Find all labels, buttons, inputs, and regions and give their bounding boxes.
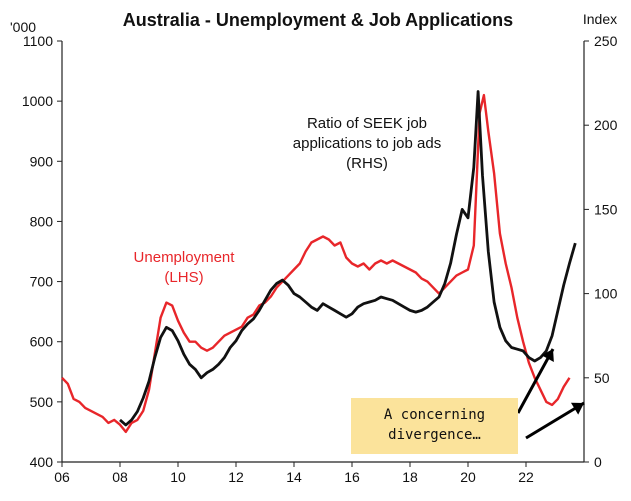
x-axis-tick-label: 22 bbox=[518, 469, 534, 485]
annotation-note: A concerning divergence… bbox=[351, 398, 518, 454]
left-axis-tick-label: 1100 bbox=[23, 33, 53, 49]
series-line-unemployment bbox=[61, 93, 571, 434]
right-axis-unit: Index bbox=[583, 11, 617, 27]
seek-ratio-label-line-3: (RHS) bbox=[346, 155, 388, 172]
left-axis-tick-label: 700 bbox=[30, 274, 54, 290]
x-axis-tick-label: 20 bbox=[460, 469, 476, 485]
left-axis-tick-label: 400 bbox=[30, 454, 54, 470]
x-axis-tick-label: 14 bbox=[286, 469, 302, 485]
x-axis-tick-label: 06 bbox=[54, 469, 70, 485]
chart-title: Australia - Unemployment & Job Applicati… bbox=[123, 10, 513, 30]
x-axis-tick-label: 08 bbox=[112, 469, 128, 485]
series-line-seek-ratio bbox=[119, 90, 577, 427]
left-axis-tick-label: 500 bbox=[30, 394, 54, 410]
axes: 400 500 600 700 800 900 1000 1100 0 50 100 150 200 25… bbox=[22, 33, 618, 485]
x-axis-tick-label: 18 bbox=[402, 469, 418, 485]
x-axis-tick-label: 12 bbox=[228, 469, 244, 485]
series-layer bbox=[61, 90, 577, 434]
annotation-line-2: divergence… bbox=[388, 427, 481, 443]
annotation-arrows bbox=[516, 348, 585, 440]
annotation-arrow-right bbox=[525, 401, 585, 440]
right-axis-tick-label: 100 bbox=[594, 286, 618, 302]
seek-ratio-label-line-1: Ratio of SEEK job bbox=[307, 115, 427, 132]
annotation-line-1: A concerning bbox=[383, 407, 486, 423]
right-axis-tick-label: 150 bbox=[594, 201, 618, 217]
right-axis-tick-label: 250 bbox=[594, 33, 618, 49]
annotation-arrow-up bbox=[516, 348, 555, 414]
series-labels: Unemployment (LHS) Ratio of SEEK job applic… bbox=[134, 115, 442, 286]
x-axis-tick-label: 10 bbox=[170, 469, 186, 485]
left-axis-tick-label: 1000 bbox=[22, 93, 53, 109]
left-axis-tick-label: 800 bbox=[30, 213, 54, 229]
left-axis-unit: '000 bbox=[10, 19, 36, 35]
left-axis-tick-label: 600 bbox=[30, 334, 54, 350]
right-axis-tick-label: 200 bbox=[594, 117, 618, 133]
left-axis-tick-label: 900 bbox=[30, 153, 54, 169]
annotation-arrow-up-head bbox=[541, 349, 554, 363]
right-axis-tick-label: 50 bbox=[594, 370, 610, 386]
x-axis-tick-label: 16 bbox=[344, 469, 360, 485]
unemployment-label-line-1: Unemployment bbox=[134, 249, 236, 266]
unemployment-label-line-2: (LHS) bbox=[164, 269, 203, 286]
annotation-arrow-right-head bbox=[570, 402, 584, 415]
seek-ratio-label-line-2: applications to job ads bbox=[293, 135, 441, 152]
right-axis-tick-label: 0 bbox=[594, 454, 602, 470]
